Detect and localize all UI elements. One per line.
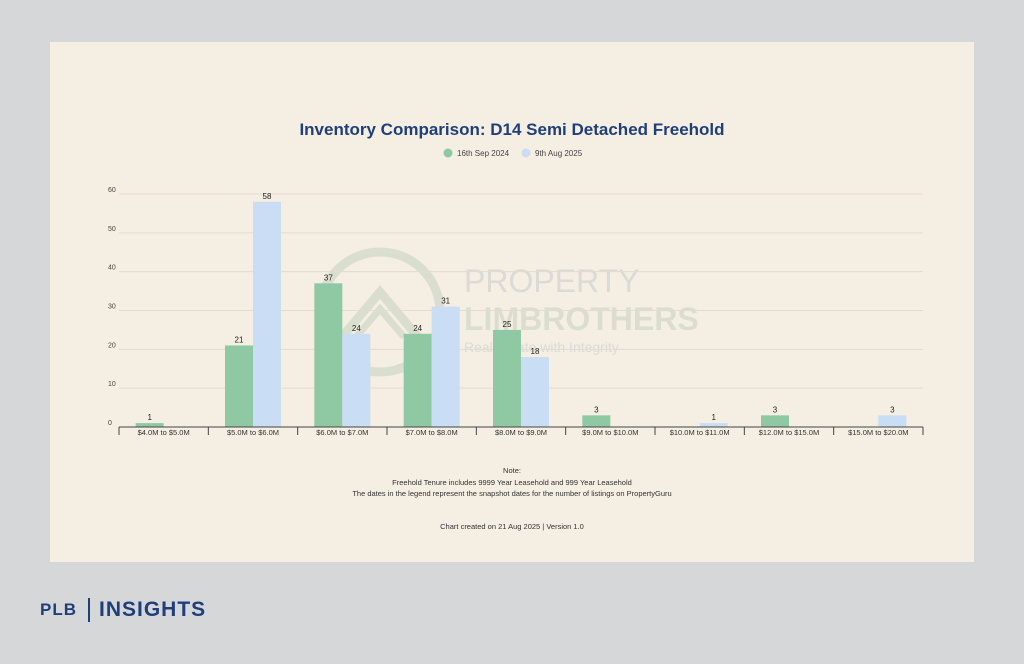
watermark-tagline: Real Estate with Integrity xyxy=(464,339,619,355)
note-line1: Freehold Tenure includes 9999 Year Lease… xyxy=(392,478,632,487)
y-tick-label: 50 xyxy=(108,226,116,233)
bar-value-label: 25 xyxy=(503,320,512,329)
bar xyxy=(342,333,371,427)
x-tick-label: $6.0M to $7.0M xyxy=(316,428,368,437)
bar xyxy=(521,357,549,427)
bar xyxy=(699,423,728,427)
chart-title: Inventory Comparison: D14 Semi Detached … xyxy=(299,120,725,139)
bar-value-label: 21 xyxy=(235,335,244,344)
bar xyxy=(493,329,521,427)
note-heading: Note: xyxy=(503,466,521,475)
bar xyxy=(582,415,611,427)
y-tick-label: 60 xyxy=(108,187,116,194)
x-tick-label: $8.0M to $9.0M xyxy=(495,428,547,437)
y-tick-label: 10 xyxy=(108,381,116,388)
bar xyxy=(253,201,281,427)
note-line2: The dates in the legend represent the sn… xyxy=(352,489,672,498)
chart-created-note: Chart created on 21 Aug 2025 | Version 1… xyxy=(440,522,584,531)
y-tick-label: 20 xyxy=(108,342,116,349)
bar-value-label: 58 xyxy=(263,192,272,201)
x-tick-label: $15.0M to $20.0M xyxy=(848,428,908,437)
bar xyxy=(431,306,460,427)
logo-insights: INSIGHTS xyxy=(99,598,207,621)
logo-plb: PLB xyxy=(40,600,77,619)
legend-swatch xyxy=(521,148,531,158)
bar-value-label: 3 xyxy=(890,405,895,414)
bar-value-label: 1 xyxy=(711,413,716,422)
x-tick-label: $12.0M to $15.0M xyxy=(759,428,819,437)
bar xyxy=(761,415,789,427)
bar xyxy=(225,345,253,427)
x-tick-label: $5.0M to $6.0M xyxy=(227,428,279,437)
x-tick-label: $10.0M to $11.0M xyxy=(670,428,730,437)
legend-label: 9th Aug 2025 xyxy=(535,149,583,158)
bar-value-label: 18 xyxy=(531,347,540,356)
y-tick-label: 30 xyxy=(108,304,116,311)
bar-value-label: 3 xyxy=(773,405,778,414)
bar xyxy=(878,415,907,427)
logo-divider xyxy=(88,598,90,622)
bar-value-label: 24 xyxy=(352,324,361,333)
plb-insights-logo: PLB INSIGHTS xyxy=(40,596,206,624)
legend-swatch xyxy=(443,148,453,158)
y-tick-label: 40 xyxy=(108,265,116,272)
y-tick-label: 0 xyxy=(108,420,112,427)
chart-legend: 16th Sep 2024 9th Aug 2025 xyxy=(443,148,583,158)
bar-value-label: 3 xyxy=(594,405,599,414)
bar xyxy=(314,283,343,427)
x-tick-label: $7.0M to $8.0M xyxy=(406,428,458,437)
x-tick-label: $4.0M to $5.0M xyxy=(138,428,190,437)
chart-card: Inventory Comparison: D14 Semi Detached … xyxy=(50,42,974,562)
legend-label: 16th Sep 2024 xyxy=(457,149,510,158)
watermark-line1: PROPERTY xyxy=(464,263,639,299)
bar xyxy=(135,423,164,427)
bar xyxy=(403,333,432,427)
bar-value-label: 1 xyxy=(147,413,152,422)
bar-value-label: 31 xyxy=(441,297,450,306)
bar-value-label: 37 xyxy=(324,273,333,282)
bar-value-label: 24 xyxy=(413,324,422,333)
x-tick-label: $9.0M to $10.0M xyxy=(582,428,638,437)
x-axis: $4.0M to $5.0M $5.0M to $6.0M $6.0M to $7.… xyxy=(118,426,924,437)
chart-canvas: PROPERTY LIMBROTHERS Real Estate with In… xyxy=(108,148,924,437)
